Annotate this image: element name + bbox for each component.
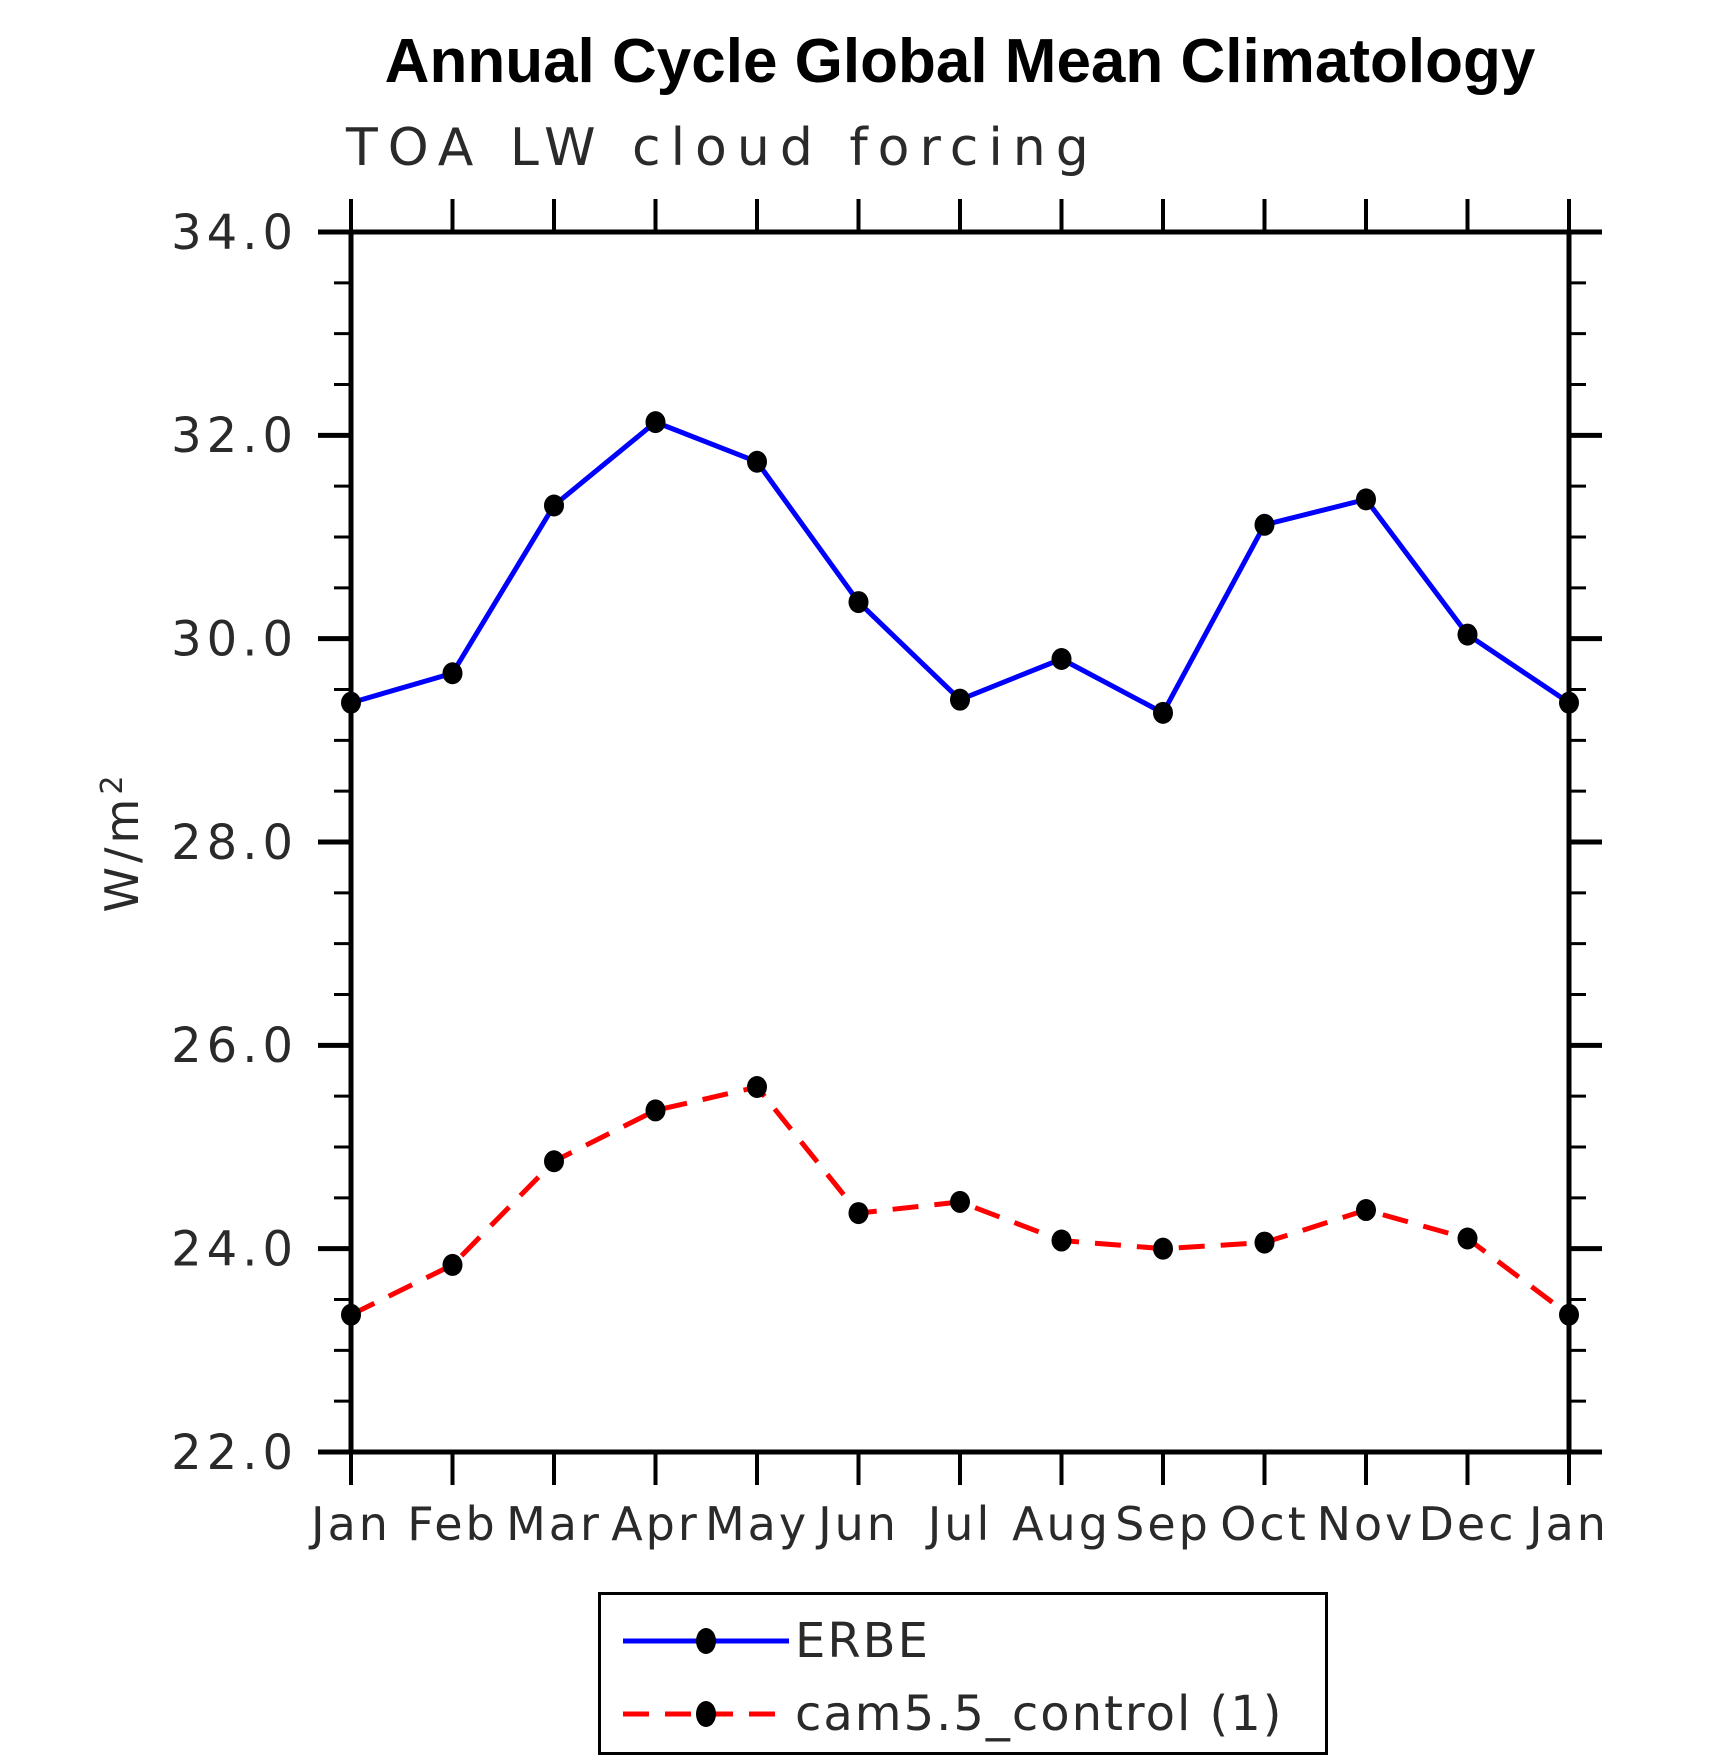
y-tick-label: 24.0 [171, 1221, 298, 1277]
data-point-marker [341, 1303, 361, 1326]
x-tick-label: Jan [308, 1497, 391, 1551]
x-tick-label: May [705, 1497, 809, 1551]
data-point-marker [544, 1150, 564, 1173]
data-point-marker [544, 494, 564, 517]
plot-frame [348, 229, 1572, 1455]
data-point-marker [950, 1190, 970, 1213]
legend-item-erbe: ERBE [621, 1613, 930, 1669]
y-axis: 22.0 24.0 26.0 28.0 30.0 32.0 34.0 [171, 205, 1602, 1481]
data-point-marker [1051, 648, 1072, 670]
x-tick-label: Jan [1526, 1497, 1609, 1551]
y-axis-label-base: W/m [95, 794, 150, 913]
data-point-marker [341, 691, 361, 714]
data-point-marker [1559, 1303, 1579, 1326]
data-point-marker [747, 1076, 767, 1099]
data-point-marker [848, 1202, 869, 1225]
x-tick-label: Sep [1115, 1497, 1211, 1551]
y-tick-label: 22.0 [171, 1425, 298, 1481]
y-tick-label: 30.0 [171, 611, 298, 667]
chart-subtitle: TOA LW cloud forcing [346, 118, 1099, 178]
y-axis-label-exponent: 2 [94, 771, 130, 795]
chart-title: Annual Cycle Global Mean Climatology [384, 27, 1536, 96]
x-tick-label: Mar [506, 1497, 602, 1551]
series-erbe [341, 411, 1579, 724]
data-point-marker [1356, 488, 1376, 511]
x-axis: Jan Feb Mar Apr May Jun Jul Aug Sep Oct Nov Dec Jan [308, 199, 1609, 1551]
series-line [350, 419, 1571, 716]
legend-box: ERBE cam5.5_control (1) [598, 1592, 1328, 1755]
legend-marker-dot [696, 1701, 716, 1727]
data-point-marker [1254, 1231, 1275, 1254]
x-tick-label: Jul [925, 1497, 993, 1551]
x-tick-label: Aug [1012, 1497, 1111, 1551]
data-point-marker [645, 1099, 666, 1122]
legend-line-sample-dashed [623, 1701, 789, 1727]
data-point-marker [950, 688, 970, 711]
data-point-marker [1153, 1237, 1173, 1260]
x-tick-label: Oct [1220, 1497, 1309, 1551]
x-tick-label: Dec [1418, 1497, 1516, 1551]
series-cam5-5-control-1- [341, 1076, 1579, 1326]
legend-label: ERBE [795, 1613, 930, 1669]
y-axis-label: W/m2 [95, 772, 149, 913]
legend-label: cam5.5_control (1) [795, 1686, 1284, 1742]
data-point-marker [1153, 701, 1173, 724]
data-point-marker [442, 662, 463, 685]
x-tick-label: Apr [611, 1497, 700, 1551]
x-tick-label: Nov [1317, 1497, 1416, 1551]
y-tick-label: 26.0 [171, 1018, 298, 1074]
data-point-marker [747, 450, 767, 473]
legend-marker-dot [696, 1628, 716, 1654]
legend-line-sample-solid [623, 1628, 789, 1654]
legend-item-cam55-control: cam5.5_control (1) [621, 1686, 1284, 1742]
data-point-marker [1559, 691, 1579, 714]
data-point-marker [645, 411, 666, 434]
y-tick-label: 34.0 [171, 205, 298, 261]
y-tick-label: 32.0 [171, 408, 298, 464]
x-tick-label: Feb [407, 1497, 497, 1551]
data-point-marker [1356, 1199, 1376, 1222]
data-point-marker [442, 1253, 463, 1276]
data-point-marker [1254, 513, 1275, 536]
x-tick-label: Jun [815, 1497, 899, 1551]
data-point-marker [1051, 1229, 1072, 1252]
data-point-marker [1457, 1227, 1478, 1250]
y-tick-label: 28.0 [171, 815, 298, 871]
data-point-marker [848, 591, 869, 614]
data-point-marker [1457, 623, 1478, 646]
